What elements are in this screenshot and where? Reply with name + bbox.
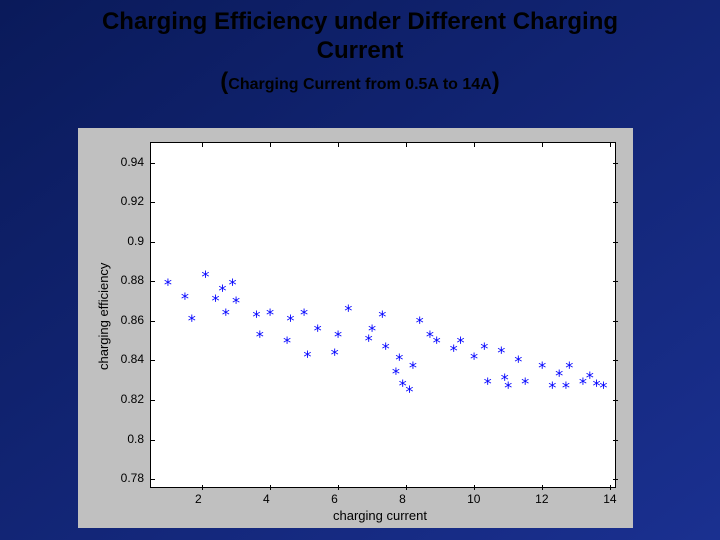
scatter-marker: * — [483, 376, 493, 392]
ytick-mark — [613, 281, 618, 282]
title-subtitle: (Charging Current from 0.5A to 14A) — [40, 68, 680, 96]
scatter-marker: * — [255, 329, 265, 345]
ytick-mark — [613, 440, 618, 441]
scatter-marker: * — [408, 360, 418, 376]
ytick-label: 0.94 — [121, 155, 144, 169]
ytick-mark — [150, 242, 155, 243]
ytick-mark — [613, 360, 618, 361]
xtick-label: 6 — [331, 492, 338, 506]
scatter-marker: * — [432, 335, 442, 351]
scatter-marker: * — [218, 283, 228, 299]
scatter-marker: * — [599, 380, 609, 396]
ytick-mark — [613, 163, 618, 164]
xtick-label: 12 — [535, 492, 548, 506]
scatter-marker: * — [503, 380, 513, 396]
chart-figure: ****************************************… — [78, 128, 633, 528]
xtick-mark — [610, 485, 611, 490]
xtick-mark — [542, 142, 543, 147]
scatter-marker: * — [282, 335, 292, 351]
scatter-marker: * — [265, 307, 275, 323]
scatter-marker: * — [330, 347, 340, 363]
xtick-label: 2 — [195, 492, 202, 506]
xtick-label: 4 — [263, 492, 270, 506]
scatter-marker: * — [313, 323, 323, 339]
scatter-marker: * — [201, 269, 211, 285]
scatter-marker: * — [381, 341, 391, 357]
xtick-mark — [406, 485, 407, 490]
scatter-marker: * — [163, 277, 173, 293]
ytick-mark — [613, 202, 618, 203]
xtick-mark — [202, 142, 203, 147]
subtitle-paren-close: ) — [492, 68, 500, 95]
ytick-mark — [150, 400, 155, 401]
scatter-marker: * — [394, 352, 404, 368]
scatter-marker: * — [497, 345, 507, 361]
xtick-mark — [202, 485, 203, 490]
scatter-marker: * — [456, 335, 466, 351]
scatter-marker: * — [333, 329, 343, 345]
ytick-label: 0.88 — [121, 273, 144, 287]
ytick-mark — [150, 202, 155, 203]
xtick-mark — [610, 142, 611, 147]
title-line2: Current — [40, 37, 680, 66]
xtick-mark — [474, 485, 475, 490]
scatter-marker: * — [469, 351, 479, 367]
xtick-mark — [542, 485, 543, 490]
scatter-marker: * — [231, 295, 241, 311]
y-axis-label: charging efficiency — [96, 263, 111, 370]
xtick-mark — [270, 142, 271, 147]
xtick-label: 8 — [399, 492, 406, 506]
xtick-mark — [474, 142, 475, 147]
xtick-mark — [338, 142, 339, 147]
xtick-label: 10 — [467, 492, 480, 506]
subtitle-inner: Charging Current from 0.5A to 14A — [228, 76, 491, 93]
ytick-label: 0.82 — [121, 392, 144, 406]
ytick-mark — [613, 242, 618, 243]
xtick-mark — [406, 142, 407, 147]
scatter-marker: * — [343, 303, 353, 319]
xtick-mark — [338, 485, 339, 490]
scatter-marker: * — [252, 309, 262, 325]
scatter-marker: * — [520, 376, 530, 392]
plot-area: ****************************************… — [150, 142, 616, 488]
ytick-mark — [613, 479, 618, 480]
ytick-label: 0.9 — [127, 234, 144, 248]
ytick-label: 0.78 — [121, 471, 144, 485]
title-line1: Charging Efficiency under Different Char… — [40, 8, 680, 37]
ytick-label: 0.92 — [121, 194, 144, 208]
scatter-marker: * — [221, 307, 231, 323]
scatter-marker: * — [299, 307, 309, 323]
ytick-mark — [150, 360, 155, 361]
ytick-label: 0.86 — [121, 313, 144, 327]
ytick-label: 0.84 — [121, 352, 144, 366]
ytick-mark — [613, 321, 618, 322]
scatter-marker: * — [367, 323, 377, 339]
scatter-marker: * — [405, 384, 415, 400]
scatter-marker: * — [561, 380, 571, 396]
scatter-marker: * — [303, 349, 313, 365]
xtick-mark — [270, 485, 271, 490]
ytick-mark — [613, 400, 618, 401]
ytick-mark — [150, 281, 155, 282]
scatter-marker: * — [514, 354, 524, 370]
scatter-marker: * — [537, 360, 547, 376]
scatter-marker: * — [286, 313, 296, 329]
scatter-marker: * — [228, 277, 238, 293]
ytick-label: 0.8 — [127, 432, 144, 446]
scatter-marker: * — [480, 341, 490, 357]
scatter-marker: * — [187, 313, 197, 329]
slide-title-block: Charging Efficiency under Different Char… — [0, 0, 720, 96]
ytick-mark — [150, 479, 155, 480]
ytick-mark — [150, 440, 155, 441]
x-axis-label: charging current — [333, 508, 427, 523]
scatter-marker: * — [377, 309, 387, 325]
ytick-mark — [150, 163, 155, 164]
scatter-marker: * — [180, 291, 190, 307]
ytick-mark — [150, 321, 155, 322]
xtick-label: 14 — [603, 492, 616, 506]
scatter-marker: * — [415, 315, 425, 331]
scatter-marker: * — [565, 360, 575, 376]
